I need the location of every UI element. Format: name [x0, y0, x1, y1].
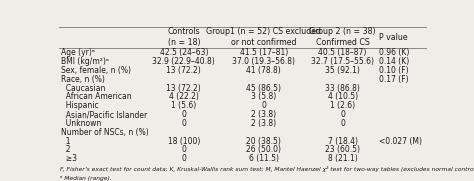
- Text: 4 (22.2): 4 (22.2): [169, 92, 199, 101]
- Text: 23 (60.5): 23 (60.5): [325, 146, 360, 154]
- Text: 7 (18.4): 7 (18.4): [328, 137, 358, 146]
- Text: BMI (kg/m²)ᵃ: BMI (kg/m²)ᵃ: [62, 57, 109, 66]
- Text: 0: 0: [182, 154, 186, 163]
- Text: Hispanic: Hispanic: [62, 101, 99, 110]
- Text: 0: 0: [340, 110, 345, 119]
- Text: 18 (100): 18 (100): [168, 137, 200, 146]
- Text: 0.14 (K): 0.14 (K): [379, 57, 409, 66]
- Text: 0: 0: [261, 101, 266, 110]
- Text: African American: African American: [62, 92, 132, 101]
- Text: 35 (92.1): 35 (92.1): [325, 66, 360, 75]
- Text: Controls
(n = 18): Controls (n = 18): [167, 27, 200, 47]
- Text: 1: 1: [62, 137, 71, 146]
- Text: Race, n (%): Race, n (%): [62, 75, 105, 84]
- Text: 37.0 (19.3–56.8): 37.0 (19.3–56.8): [232, 57, 295, 66]
- Text: 0.96 (K): 0.96 (K): [379, 48, 409, 57]
- Text: 2: 2: [62, 146, 71, 154]
- Text: Age (yr)ᵃ: Age (yr)ᵃ: [62, 48, 95, 57]
- Text: 6 (11.5): 6 (11.5): [249, 154, 279, 163]
- Text: Caucasian: Caucasian: [62, 83, 106, 92]
- Text: 8 (21.1): 8 (21.1): [328, 154, 357, 163]
- Text: ≥3: ≥3: [62, 154, 77, 163]
- Text: 13 (72.2): 13 (72.2): [166, 66, 201, 75]
- Text: 33 (86.8): 33 (86.8): [325, 83, 360, 92]
- Text: 41.5 (17–81): 41.5 (17–81): [239, 48, 288, 57]
- Text: Unknown: Unknown: [62, 119, 102, 128]
- Text: 41 (78.8): 41 (78.8): [246, 66, 281, 75]
- Text: P value: P value: [379, 33, 408, 42]
- Text: 1 (2.6): 1 (2.6): [330, 101, 355, 110]
- Text: ᵃ Median (range).: ᵃ Median (range).: [60, 176, 112, 180]
- Text: 2 (3.8): 2 (3.8): [251, 119, 276, 128]
- Text: 0: 0: [182, 119, 186, 128]
- Text: 13 (72.2): 13 (72.2): [166, 83, 201, 92]
- Text: 32.7 (17.5–55.6): 32.7 (17.5–55.6): [311, 57, 374, 66]
- Text: F, Fisher’s exact test for count data; K, Kruskal-Wallis rank sum test; M, Mante: F, Fisher’s exact test for count data; K…: [60, 166, 474, 172]
- Text: 0: 0: [182, 146, 186, 154]
- Text: Group 2 (n = 38)
Confirmed CS: Group 2 (n = 38) Confirmed CS: [310, 27, 376, 47]
- Text: 42.5 (24–63): 42.5 (24–63): [160, 48, 208, 57]
- Text: 4 (10.5): 4 (10.5): [328, 92, 358, 101]
- Text: Number of NSCs, n (%): Number of NSCs, n (%): [62, 128, 149, 137]
- Text: 0: 0: [182, 110, 186, 119]
- Text: 32.9 (22.9–40.8): 32.9 (22.9–40.8): [153, 57, 215, 66]
- Text: <0.027 (M): <0.027 (M): [379, 137, 422, 146]
- Text: 26 (50.0): 26 (50.0): [246, 146, 281, 154]
- Text: 40.5 (18–87): 40.5 (18–87): [319, 48, 367, 57]
- Text: 2 (3.8): 2 (3.8): [251, 110, 276, 119]
- Text: 45 (86.5): 45 (86.5): [246, 83, 281, 92]
- Text: 0: 0: [340, 119, 345, 128]
- Text: 0.17 (F): 0.17 (F): [379, 75, 409, 84]
- Text: 1 (5.6): 1 (5.6): [171, 101, 196, 110]
- Text: 0.10 (F): 0.10 (F): [379, 66, 409, 75]
- Text: Sex, female, n (%): Sex, female, n (%): [62, 66, 131, 75]
- Text: Group1 (n = 52) CS excluded
or not confirmed: Group1 (n = 52) CS excluded or not confi…: [206, 27, 321, 47]
- Text: 20 (38.5): 20 (38.5): [246, 137, 281, 146]
- Text: 3 (5.8): 3 (5.8): [251, 92, 276, 101]
- Text: Asian/Pacific Islander: Asian/Pacific Islander: [62, 110, 148, 119]
